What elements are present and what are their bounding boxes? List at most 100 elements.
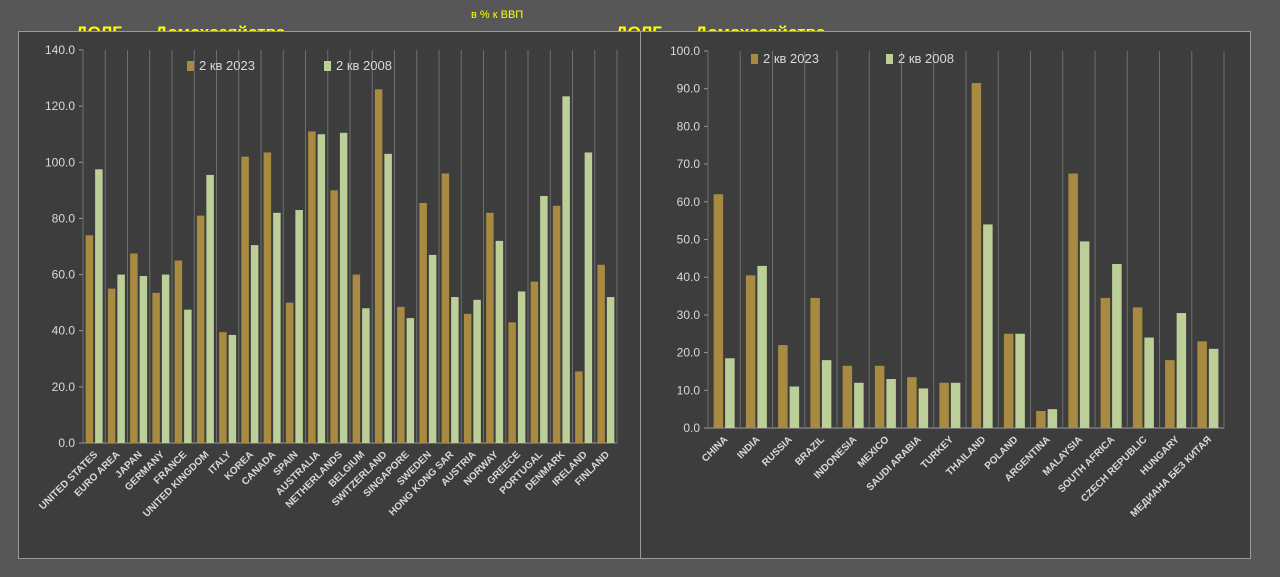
- y-tick-label: 70.0: [677, 157, 701, 171]
- bar-2008: [1015, 333, 1025, 428]
- bar-2023: [463, 313, 472, 443]
- x-tick-label: INDIA: [735, 434, 762, 461]
- bar-2008: [451, 297, 459, 443]
- bar-2023: [810, 297, 820, 428]
- bar-2023: [1003, 333, 1014, 428]
- legend-label: 2 кв 2023: [763, 51, 819, 66]
- bar-2023: [174, 260, 183, 443]
- legend-swatch: [886, 54, 893, 64]
- bar-2008: [983, 224, 993, 428]
- bar-2023: [1165, 360, 1175, 428]
- bar-2023: [1100, 297, 1111, 428]
- bar-2023: [713, 194, 724, 428]
- y-tick-label: 30.0: [677, 308, 701, 322]
- y-tick-label: 60.0: [52, 268, 76, 282]
- bar-2008: [95, 169, 103, 443]
- bar-2023: [486, 212, 494, 443]
- x-tick-label: SOUTH AFRICA: [1056, 434, 1117, 495]
- chart-panel-emerging: 0.0 10.0 20.0 30.0 40.0 50.0 60.0 70.0 80.0 90.0 1…: [640, 31, 1251, 559]
- bar-2008: [821, 360, 832, 428]
- legend-label: 2 кв 2023: [199, 58, 255, 73]
- bar-2023: [778, 345, 788, 428]
- bar-2023: [597, 264, 605, 443]
- bar-2008: [725, 358, 735, 428]
- bar-2008: [1144, 337, 1154, 428]
- bar-2023: [1068, 173, 1078, 428]
- x-tick-label: RUSSIA: [760, 434, 795, 469]
- y-tick-label: 50.0: [677, 233, 701, 247]
- y-tick-label: 120.0: [45, 99, 75, 113]
- bar-2008: [540, 195, 548, 443]
- bar-2008: [517, 291, 526, 443]
- y-tick-label: 20.0: [677, 346, 701, 360]
- bar-2008: [295, 210, 303, 443]
- bar-2008: [1047, 409, 1058, 428]
- bar-2023: [352, 274, 361, 443]
- bar-2023: [874, 365, 885, 428]
- bar-2023: [441, 173, 450, 443]
- bar-2008: [562, 96, 570, 443]
- y-tick-label: 0.0: [683, 421, 700, 435]
- bar-2008: [250, 245, 259, 443]
- y-tick-label: 100.0: [45, 155, 75, 169]
- y-tick-label: 20.0: [52, 380, 76, 394]
- bar-2023: [219, 332, 227, 443]
- legend-swatch: [751, 54, 758, 64]
- bar-2023: [419, 202, 427, 443]
- bar-2023: [1036, 411, 1046, 428]
- bar-2023: [397, 306, 405, 443]
- bar-2023: [1197, 341, 1207, 428]
- bar-2023: [939, 382, 949, 428]
- legend-label: 2 кв 2008: [336, 58, 392, 73]
- y-tick-label: 40.0: [677, 270, 701, 284]
- bar-2008: [406, 318, 415, 443]
- bar-2023: [330, 190, 338, 443]
- bar-2008: [789, 386, 800, 428]
- y-tick-label: 10.0: [677, 383, 701, 397]
- bar-2008: [1079, 241, 1090, 428]
- y-tick-label: 80.0: [52, 211, 76, 225]
- bar-2008: [317, 134, 326, 443]
- bar-2008: [384, 153, 392, 443]
- chart-emerging-economies: 0.0 10.0 20.0 30.0 40.0 50.0 60.0 70.0 80.0 90.0 1…: [670, 44, 1225, 520]
- y-tick-label: 80.0: [677, 119, 701, 133]
- bar-2008: [950, 382, 961, 428]
- unit-note: в % к ВВП: [471, 9, 524, 21]
- y-tick-label: 140.0: [45, 43, 75, 57]
- bar-2008: [854, 382, 864, 428]
- bar-2023: [196, 215, 205, 443]
- bar-2023: [241, 156, 249, 443]
- y-tick-label: 60.0: [677, 195, 701, 209]
- bar-2008: [117, 274, 125, 443]
- bar-2008: [228, 334, 237, 443]
- bar-2008: [606, 297, 615, 443]
- bar-2008: [161, 274, 170, 443]
- y-tick-label: 90.0: [677, 82, 701, 96]
- bar-2008: [1112, 264, 1122, 428]
- bar-2023: [575, 371, 583, 443]
- bar-2023: [107, 288, 116, 443]
- bar-2008: [339, 132, 348, 443]
- chart-advanced-economies: 0.020.040.060.080.0100.0120.0140.0UNITED…: [37, 43, 618, 520]
- bar-2023: [552, 205, 561, 443]
- bar-2023: [263, 152, 272, 443]
- bar-2023: [530, 281, 539, 443]
- bar-2008: [1208, 348, 1219, 428]
- bar-2008: [428, 254, 437, 443]
- y-tick-label: 40.0: [52, 324, 76, 338]
- bar-2008: [206, 174, 214, 444]
- y-tick-label: 100.0: [670, 44, 700, 58]
- bar-2023: [130, 253, 138, 443]
- bar-2023: [285, 302, 294, 443]
- x-tick-label: CHINA: [700, 434, 730, 464]
- bar-2023: [745, 275, 756, 428]
- bar-2023: [971, 83, 982, 429]
- bar-2008: [473, 299, 481, 443]
- chart-panel-advanced: 0.0 20.0 40.0 60.0 80.0 100.0 120.0 140.0 UNITED…: [18, 31, 641, 559]
- bar-2023: [842, 365, 853, 428]
- legend-swatch: [324, 61, 331, 71]
- bar-2008: [495, 240, 504, 443]
- bar-2023: [374, 89, 383, 444]
- bar-2008: [584, 152, 593, 443]
- bar-2008: [918, 388, 929, 428]
